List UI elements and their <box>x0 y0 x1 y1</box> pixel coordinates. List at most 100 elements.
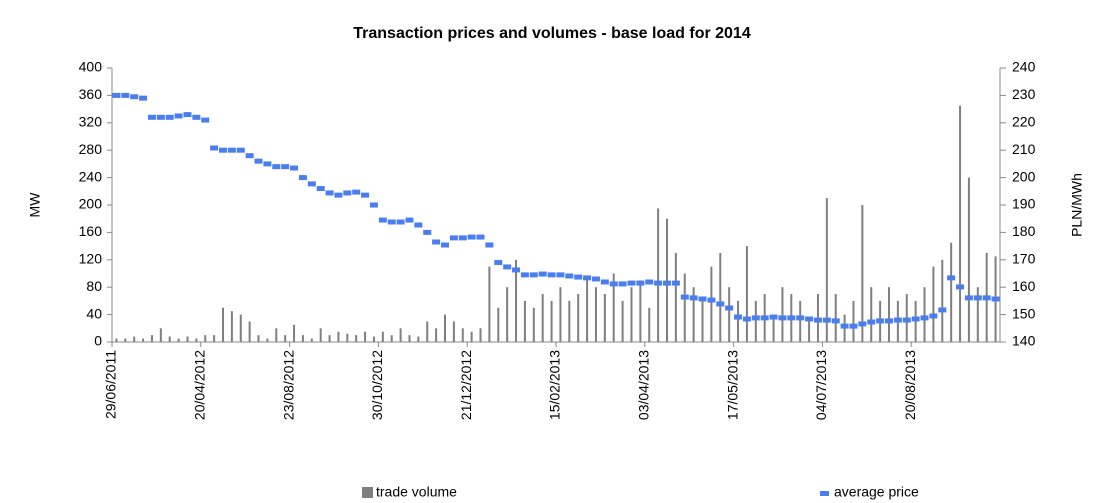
y-tick-label: 200 <box>79 196 103 212</box>
price-marker <box>165 114 174 120</box>
price-marker <box>609 281 618 287</box>
price-marker <box>964 295 973 301</box>
bar <box>461 328 464 342</box>
price-marker <box>574 274 583 280</box>
bar <box>923 287 926 342</box>
price-marker <box>982 295 991 301</box>
y-tick-label: 320 <box>79 114 103 130</box>
bar <box>603 294 606 342</box>
price-marker <box>290 165 299 171</box>
y2-tick-label: 200 <box>1012 168 1036 184</box>
price-marker <box>822 317 831 323</box>
bar <box>293 324 296 342</box>
price-marker <box>929 313 938 319</box>
bar <box>639 280 642 342</box>
y2-tick-label: 150 <box>1012 305 1036 321</box>
price-marker <box>369 202 378 208</box>
y-tick-label: 240 <box>79 168 103 184</box>
bar <box>959 105 962 342</box>
y2-tick-label: 180 <box>1012 223 1036 239</box>
bar <box>657 208 660 342</box>
price-marker <box>245 153 254 159</box>
price-marker <box>529 272 538 278</box>
price-marker <box>760 315 769 321</box>
bar <box>230 311 233 342</box>
price-marker <box>956 284 965 290</box>
price-marker <box>920 315 929 321</box>
price-marker <box>361 192 370 198</box>
x-tick-label: 17/05/2013 <box>724 350 740 420</box>
bar <box>470 331 473 342</box>
legend-swatch <box>362 487 373 498</box>
y2-axis-label: PLN/MWh <box>1069 173 1085 237</box>
y-tick-label: 360 <box>79 86 103 102</box>
price-marker <box>787 315 796 321</box>
bar <box>497 307 500 342</box>
price-marker <box>343 190 352 196</box>
bar <box>648 307 651 342</box>
price-marker <box>307 181 316 187</box>
bar <box>372 336 375 342</box>
price-marker <box>689 295 698 301</box>
x-tick-label: 21/12/2012 <box>458 350 474 420</box>
bar <box>195 338 198 342</box>
bar <box>310 338 313 342</box>
bar <box>967 177 970 342</box>
price-marker <box>139 95 148 101</box>
bar <box>799 300 802 342</box>
bar <box>115 338 118 342</box>
price-marker <box>325 190 334 196</box>
price-marker <box>627 280 636 286</box>
price-marker <box>512 267 521 273</box>
legend-swatch <box>820 491 829 496</box>
bar <box>612 273 615 342</box>
bar <box>213 335 216 342</box>
bar <box>870 287 873 342</box>
y-tick-label: 160 <box>79 223 103 239</box>
bar <box>888 287 890 342</box>
price-marker <box>494 260 503 266</box>
y-axis-label: MW <box>27 192 43 218</box>
price-marker <box>405 217 414 223</box>
bar <box>941 259 944 342</box>
y2-tick-label: 170 <box>1012 251 1036 267</box>
x-tick-label: 03/04/2013 <box>636 350 652 420</box>
price-marker <box>796 315 805 321</box>
price-marker <box>352 189 361 195</box>
price-marker <box>973 295 982 301</box>
bar <box>364 331 367 342</box>
price-marker <box>449 235 458 241</box>
bar <box>808 321 811 342</box>
bar <box>222 307 224 342</box>
bar <box>150 335 153 342</box>
x-tick-label: 29/06/2011 <box>103 350 119 419</box>
price-marker <box>654 280 663 286</box>
price-marker <box>858 321 867 327</box>
legend-label: trade volume <box>376 484 457 500</box>
price-marker <box>805 316 814 322</box>
bar <box>932 266 935 342</box>
price-marker <box>316 186 325 192</box>
price-marker <box>538 271 547 277</box>
y-tick-label: 0 <box>94 333 102 349</box>
x-tick-label: 20/08/2013 <box>902 350 918 420</box>
price-marker <box>716 301 725 307</box>
price-marker <box>600 279 609 285</box>
price-marker <box>201 117 210 123</box>
bar <box>186 336 189 342</box>
price-marker <box>227 147 236 153</box>
price-marker <box>441 242 449 248</box>
price-marker <box>432 239 441 245</box>
bar <box>168 336 171 342</box>
price-marker <box>219 147 227 153</box>
bar <box>328 335 331 342</box>
bar <box>532 307 535 342</box>
y2-tick-label: 230 <box>1012 86 1036 102</box>
price-marker <box>112 92 121 98</box>
bar <box>408 335 411 342</box>
price-marker <box>547 272 556 278</box>
y2-tick-label: 240 <box>1012 59 1036 75</box>
price-marker <box>458 235 467 241</box>
price-marker <box>645 279 654 285</box>
